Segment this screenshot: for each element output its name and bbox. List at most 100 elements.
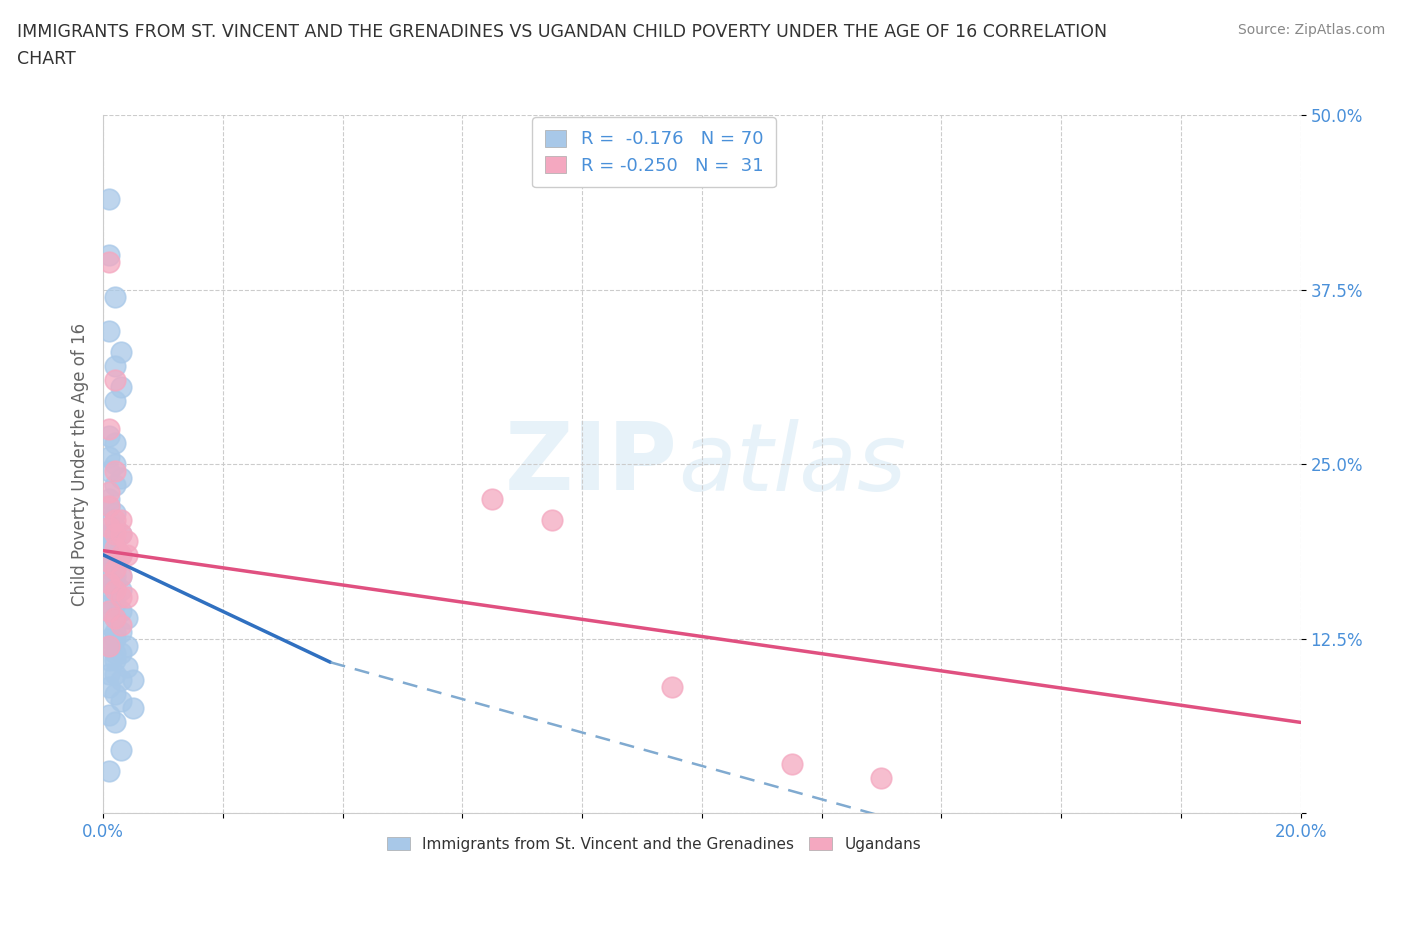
- Text: atlas: atlas: [678, 418, 905, 510]
- Point: [110, 526, 132, 541]
- Point: [98, 526, 121, 541]
- Point: [104, 478, 127, 493]
- Point: [110, 582, 132, 597]
- Point: [110, 645, 132, 660]
- Point: [98, 512, 121, 527]
- Point: [98, 596, 121, 611]
- Point: [104, 687, 127, 702]
- Point: [104, 464, 127, 479]
- Point: [104, 610, 127, 625]
- Point: [104, 590, 127, 604]
- Point: [104, 715, 127, 730]
- Point: [104, 624, 127, 639]
- Point: [110, 568, 132, 583]
- Point: [481, 492, 503, 507]
- Point: [98, 520, 121, 535]
- Point: [98, 464, 121, 479]
- Point: [104, 562, 127, 577]
- Point: [110, 590, 132, 604]
- Point: [115, 548, 138, 563]
- Point: [98, 604, 121, 618]
- Point: [780, 757, 803, 772]
- Point: [104, 435, 127, 450]
- Point: [98, 534, 121, 549]
- Text: Source: ZipAtlas.com: Source: ZipAtlas.com: [1237, 23, 1385, 37]
- Point: [115, 590, 138, 604]
- Point: [104, 554, 127, 569]
- Point: [110, 512, 132, 527]
- Point: [110, 548, 132, 563]
- Point: [104, 596, 127, 611]
- Point: [104, 526, 127, 541]
- Point: [98, 764, 121, 778]
- Point: [98, 492, 121, 507]
- Point: [541, 512, 564, 527]
- Point: [104, 666, 127, 681]
- Point: [98, 540, 121, 555]
- Point: [98, 638, 121, 653]
- Point: [98, 666, 121, 681]
- Point: [104, 512, 127, 527]
- Point: [98, 498, 121, 513]
- Point: [104, 645, 127, 660]
- Point: [98, 582, 121, 597]
- Point: [98, 485, 121, 499]
- Point: [104, 393, 127, 408]
- Point: [104, 562, 127, 577]
- Point: [110, 471, 132, 485]
- Y-axis label: Child Poverty Under the Age of 16: Child Poverty Under the Age of 16: [72, 323, 89, 605]
- Point: [98, 576, 121, 591]
- Point: [104, 359, 127, 374]
- Point: [110, 604, 132, 618]
- Point: [115, 638, 138, 653]
- Point: [104, 631, 127, 646]
- Point: [104, 540, 127, 555]
- Point: [98, 604, 121, 618]
- Point: [115, 610, 138, 625]
- Point: [104, 610, 127, 625]
- Point: [122, 673, 145, 688]
- Point: [98, 254, 121, 269]
- Point: [110, 568, 132, 583]
- Point: [98, 247, 121, 262]
- Point: [110, 624, 132, 639]
- Point: [104, 576, 127, 591]
- Point: [110, 345, 132, 360]
- Point: [104, 534, 127, 549]
- Point: [104, 652, 127, 667]
- Point: [104, 373, 127, 388]
- Point: [98, 618, 121, 632]
- Point: [104, 457, 127, 472]
- Point: [110, 618, 132, 632]
- Point: [98, 449, 121, 464]
- Point: [98, 429, 121, 444]
- Point: [870, 771, 893, 786]
- Legend: Immigrants from St. Vincent and the Grenadines, Ugandans: Immigrants from St. Vincent and the Gren…: [381, 830, 927, 857]
- Point: [98, 708, 121, 723]
- Point: [104, 289, 127, 304]
- Point: [104, 540, 127, 555]
- Point: [104, 520, 127, 535]
- Point: [104, 526, 127, 541]
- Point: [104, 582, 127, 597]
- Point: [104, 568, 127, 583]
- Point: [110, 526, 132, 541]
- Point: [110, 673, 132, 688]
- Point: [98, 631, 121, 646]
- Point: [98, 421, 121, 436]
- Point: [661, 680, 683, 695]
- Point: [110, 694, 132, 709]
- Point: [122, 701, 145, 716]
- Point: [98, 652, 121, 667]
- Point: [98, 498, 121, 513]
- Point: [98, 554, 121, 569]
- Point: [110, 548, 132, 563]
- Point: [98, 680, 121, 695]
- Point: [98, 562, 121, 577]
- Text: ZIP: ZIP: [505, 418, 678, 510]
- Point: [98, 638, 121, 653]
- Text: IMMIGRANTS FROM ST. VINCENT AND THE GRENADINES VS UGANDAN CHILD POVERTY UNDER TH: IMMIGRANTS FROM ST. VINCENT AND THE GREN…: [17, 23, 1107, 68]
- Point: [110, 379, 132, 394]
- Point: [110, 743, 132, 758]
- Point: [104, 506, 127, 521]
